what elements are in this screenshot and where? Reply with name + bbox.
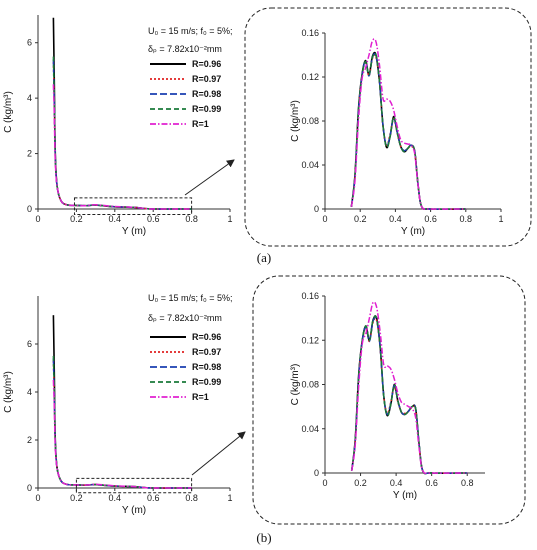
zoom-arrow [184,159,235,196]
zoom-region-box [75,477,193,494]
legend-label: R=0.96 [192,59,221,69]
legend-label: R=0.99 [192,377,221,387]
series-line-r-1 [350,38,466,210]
panel-label-b: (b) [256,530,271,545]
y-tick-label: 0.16 [301,28,319,38]
x-tick-label: 0.4 [389,214,402,224]
series-line-r-0-98 [52,59,192,210]
y-tick-label: 0 [27,204,32,214]
y-tick-label: 0 [314,204,319,214]
y-tick-label: 0.12 [301,72,319,82]
y-tick-label: 0.12 [301,335,319,345]
y-axis-label: C (kg/m³) [290,100,301,142]
x-tick-label: 0.8 [185,214,198,224]
legend-label: R=0.98 [192,362,221,372]
legend-label: R=0.97 [192,74,221,84]
zoom-frame [244,7,532,247]
x-tick-label: 1 [227,214,232,224]
x-tick-label: 0 [322,478,327,488]
y-tick-label: 0 [27,483,32,493]
plot-b-main: 0 0.2 0.4 0.6 0.8 1 0 2 4 6 Y (m) C (kg/m³) [3,296,233,516]
legend-label: R=1 [192,119,209,129]
series-line-r-0-99 [350,52,466,210]
y-tick-label: 0.04 [301,424,319,434]
series-line-r-0-97 [52,62,192,210]
x-axis-label: Y (m) [122,505,146,516]
panel-b: 0 0.2 0.4 0.6 0.8 1 0 2 4 6 Y (m) C (kg/m³) U₀ = 15… [3,275,526,545]
annotation-u-line: U₀ = 15 m/s; f₀ = 5%; [148,26,233,36]
zoom-arrow [191,431,246,476]
x-tick-label: 1 [227,493,232,503]
legend-a: R=0.96 R=0.97 R=0.98 R=0.99 R=1 [150,59,221,129]
x-tick-label: 0.8 [461,478,474,488]
legend-label: R=0.98 [192,89,221,99]
x-tick-label: 0.8 [185,493,198,503]
y-axis-label: C (kg/m³) [3,91,14,133]
plot-a-main: 0 0.2 0.4 0.6 0.8 1 0 2 4 6 Y (m) C (kg/m³) [3,15,233,237]
y-tick-label: 4 [27,387,32,397]
y-tick-label: 6 [27,339,32,349]
y-tick-label: 0 [314,468,319,478]
plot-a-zoom: 0 0.2 0.4 0.6 0.8 1 0 0.04 0.08 0.12 0.16 Y (m) C (k… [290,28,504,237]
x-tick-label: 0.4 [390,478,403,488]
series-line-r-0-98 [350,52,466,210]
x-tick-label: 0.6 [147,214,160,224]
y-tick-label: 2 [27,149,32,159]
x-tick-label: 0.6 [425,478,438,488]
series-line-r-0-96 [52,315,192,489]
y-tick-label: 0.16 [301,291,319,301]
series-line-r-0-98 [52,358,192,489]
series-line-r-1 [350,301,468,474]
panel-label-a: (a) [257,250,271,265]
x-tick-label: 0.4 [109,493,122,503]
zoom-region-box [73,197,193,216]
y-tick-label: 2 [27,435,32,445]
series-line-r-0-99 [52,355,192,489]
x-tick-label: 0.2 [354,214,367,224]
legend-b: R=0.96 R=0.97 R=0.98 R=0.99 R=1 [150,332,221,402]
x-tick-label: 0.4 [109,214,122,224]
y-axis-label: C (kg/m³) [290,364,301,406]
x-tick-label: 0.2 [70,214,83,224]
series-line-r-0-97 [350,54,466,210]
y-tick-label: 0.08 [301,116,319,126]
y-tick-label: 0.04 [301,160,319,170]
annotation-delta-line: δₚ = 7.82x10⁻²mm [148,313,222,323]
x-tick-label: 0 [322,214,327,224]
y-tick-label: 0.08 [301,380,319,390]
x-tick-label: 0 [35,214,40,224]
x-tick-label: 1 [498,214,503,224]
series-line-r-1 [52,379,192,489]
annotation-b: U₀ = 15 m/s; f₀ = 5%; δₚ = 7.82x10⁻²mm [148,293,233,323]
series-line-r-0-97 [52,360,192,489]
zoom-frame [252,275,526,525]
y-axis-label: C (kg/m³) [3,371,14,413]
series-line-r-0-97 [350,317,468,475]
legend-label: R=0.96 [192,332,221,342]
x-tick-label: 0.6 [147,493,160,503]
annotation-u-line: U₀ = 15 m/s; f₀ = 5%; [148,293,233,303]
legend-label: R=0.99 [192,104,221,114]
series-line-r-1 [52,84,192,210]
x-axis-label: Y (m) [122,226,146,237]
panel-a: 0 0.2 0.4 0.6 0.8 1 0 2 4 6 Y (m) C (kg/m³) U₀ = 15… [3,7,532,265]
x-tick-label: 0 [35,493,40,503]
legend-label: R=0.97 [192,347,221,357]
plot-b-zoom: 0 0.2 0.4 0.6 0.8 0 0.04 0.08 0.12 0.16 Y (m) C (kg… [290,291,485,501]
x-tick-label: 0.2 [70,493,83,503]
x-axis-label: Y (m) [393,490,417,501]
series-line-r-0-99 [350,315,468,475]
annotation-a: U₀ = 15 m/s; f₀ = 5%; δₚ = 7.82x10⁻²mm [148,26,233,54]
legend-label: R=1 [192,392,209,402]
x-tick-label: 0.6 [424,214,437,224]
annotation-delta-line: δₚ = 7.82x10⁻²mm [148,44,222,54]
x-axis-label: Y (m) [401,226,425,237]
x-tick-label: 0.2 [354,478,367,488]
y-tick-label: 4 [27,93,32,103]
x-tick-label: 0.8 [460,214,473,224]
y-tick-label: 6 [27,38,32,48]
